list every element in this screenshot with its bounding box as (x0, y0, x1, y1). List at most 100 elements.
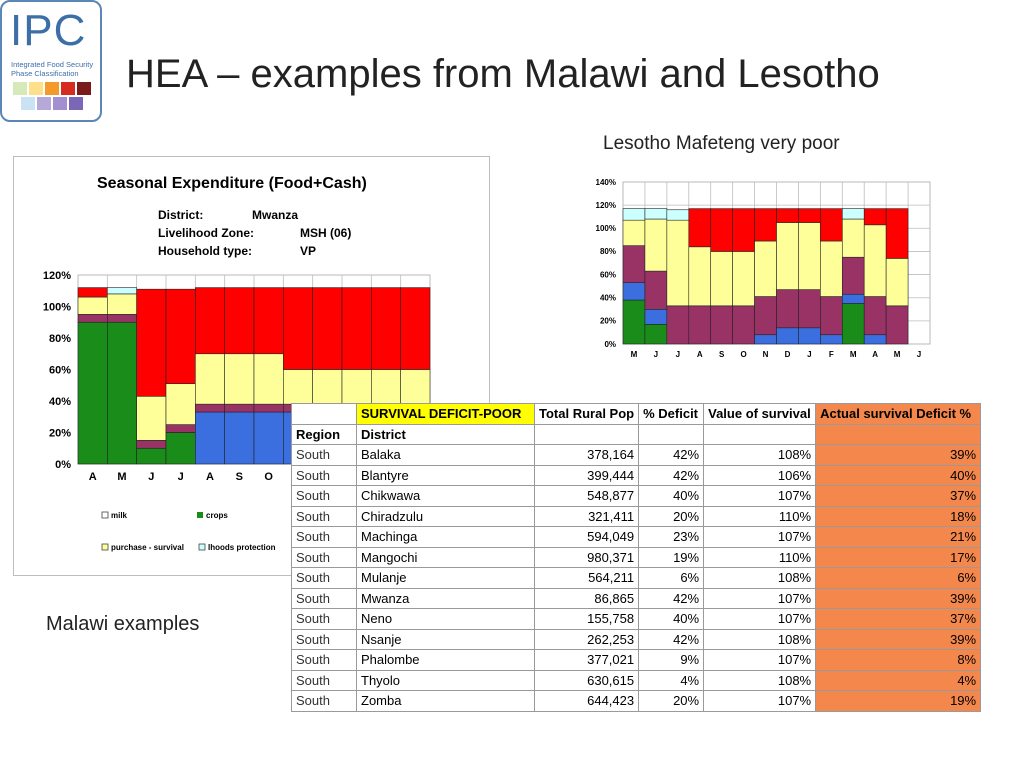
table-cell: South (291, 587, 357, 609)
bar-segment (776, 222, 799, 290)
bar-segment (195, 287, 225, 355)
bar-segment (666, 219, 690, 307)
table-cell: 40% (638, 608, 705, 630)
table-cell: 110% (703, 505, 817, 527)
y-tick-label: 120% (43, 270, 71, 282)
table-cell: 17% (815, 546, 982, 568)
bar-segment (644, 218, 668, 272)
table-row: South Mangochi 980,371 19% 110% 17% (291, 546, 982, 568)
malawi-chart-panel: Seasonal Expenditure (Food+Cash) Distric… (13, 156, 490, 576)
info-value: Mwanza (252, 208, 298, 222)
table-cell: 108% (703, 628, 817, 650)
table-cell: 980,371 (533, 546, 640, 568)
bar-segment (165, 432, 196, 465)
bar-segment (885, 208, 909, 259)
x-tick-label: J (917, 350, 921, 359)
table-cell: South (291, 690, 357, 712)
y-tick-label: 60% (600, 270, 616, 279)
y-tick-label: 20% (600, 317, 616, 326)
bar-segment (776, 208, 799, 223)
bar-segment (165, 383, 196, 425)
table-cell: South (291, 485, 357, 507)
bar-segment (400, 287, 431, 370)
bar-segment (798, 208, 821, 223)
legend-label: crops (206, 511, 228, 520)
header-cell (291, 403, 357, 425)
bar-segment (820, 296, 843, 336)
table-row: South Zomba 644,423 20% 107% 19% (291, 690, 982, 712)
y-tick-label: 100% (43, 301, 71, 313)
bar-segment (312, 287, 343, 370)
table-cell: 594,049 (533, 526, 640, 548)
table-cell: 107% (703, 690, 817, 712)
bar-segment (77, 314, 108, 323)
header-cell: District (356, 423, 535, 445)
table-cell: 19% (638, 546, 705, 568)
bar-segment (644, 324, 668, 345)
table-cell: 630,615 (533, 669, 640, 691)
table-cell: South (291, 669, 357, 691)
table-cell: 644,423 (533, 690, 640, 712)
x-tick-label: A (89, 471, 97, 483)
x-tick-label: A (872, 350, 878, 359)
table-cell: 108% (703, 444, 817, 466)
logo-square (45, 82, 59, 95)
bar-segment (253, 287, 284, 355)
table-row: South Phalombe 377,021 9% 107% 8% (291, 649, 982, 671)
bar-segment (224, 411, 255, 465)
bar-segment (710, 251, 733, 307)
bar-segment (195, 411, 225, 465)
bar-segment (107, 293, 137, 315)
y-tick-label: 80% (600, 247, 616, 256)
table-header-row: SURVIVAL DEFICIT-POOR Total Rural Pop % … (291, 403, 982, 425)
legend-label: lhoods protection (208, 543, 276, 552)
table-row: South Mwanza 86,865 42% 107% 39% (291, 587, 982, 609)
header-cell: Actual survival Deficit % (815, 403, 982, 425)
table-cell: 9% (638, 649, 705, 671)
bar-segment (195, 353, 225, 405)
bar-segment (841, 218, 865, 258)
table-cell: Balaka (356, 444, 535, 466)
bar-segment (136, 395, 167, 441)
bar-segment (312, 369, 343, 405)
table-cell: Nsanje (356, 628, 535, 650)
table-cell: 20% (638, 505, 705, 527)
logo-square (61, 82, 75, 95)
table-cell: 377,021 (533, 649, 640, 671)
info-key: District: (158, 208, 203, 222)
bar-segment (863, 334, 887, 345)
bar-segment (622, 245, 646, 283)
y-tick-label: 140% (596, 178, 616, 187)
bar-segment (841, 303, 865, 345)
logo-square (77, 82, 91, 95)
table-cell: 40% (815, 464, 982, 486)
table-row: South Mulanje 564,211 6% 108% 6% (291, 567, 982, 589)
info-value: MSH (06) (300, 226, 351, 240)
bar-segment (224, 353, 255, 405)
x-tick-label: M (894, 350, 901, 359)
bar-segment (841, 256, 865, 295)
table-row: South Chikwawa 548,877 40% 107% 37% (291, 485, 982, 507)
header-cell (815, 423, 982, 445)
table-row: South Machinga 594,049 23% 107% 21% (291, 526, 982, 548)
table-cell: Machinga (356, 526, 535, 548)
lesotho-caption: Lesotho Mafeteng very poor (603, 133, 840, 154)
x-tick-label: N (763, 350, 769, 359)
table-cell: 37% (815, 608, 982, 630)
header-cell (703, 423, 817, 445)
table-cell: South (291, 505, 357, 527)
logo-square (69, 97, 83, 110)
header-cell: % Deficit (638, 403, 705, 425)
table-cell: 399,444 (533, 464, 640, 486)
bar-segment (224, 403, 255, 413)
malawi-caption: Malawi examples (46, 613, 200, 635)
bar-segment (622, 282, 646, 301)
table-cell: 378,164 (533, 444, 640, 466)
table-cell: 564,211 (533, 567, 640, 589)
logo-square (53, 97, 67, 110)
table-cell: Chiradzulu (356, 505, 535, 527)
header-cell: Value of survival (703, 403, 817, 425)
table-header-row: Region District (291, 423, 982, 445)
bar-segment (107, 321, 137, 465)
bar-segment (776, 327, 799, 345)
